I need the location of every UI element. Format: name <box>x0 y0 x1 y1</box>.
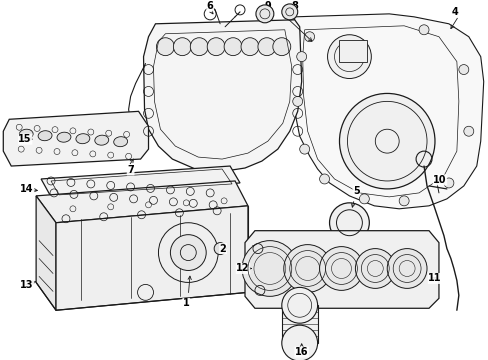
Circle shape <box>386 249 426 288</box>
Circle shape <box>359 194 368 204</box>
Circle shape <box>214 243 225 255</box>
Circle shape <box>304 32 314 42</box>
Circle shape <box>281 4 297 20</box>
Text: 10: 10 <box>432 175 446 185</box>
Bar <box>339 40 366 62</box>
Circle shape <box>299 144 309 154</box>
Bar <box>281 305 317 343</box>
Ellipse shape <box>76 134 90 144</box>
Circle shape <box>190 38 208 56</box>
Circle shape <box>207 38 224 56</box>
Circle shape <box>339 94 434 189</box>
Text: 8: 8 <box>291 1 298 11</box>
Text: 9: 9 <box>264 1 271 11</box>
Text: 13: 13 <box>20 280 34 291</box>
Polygon shape <box>292 14 483 209</box>
Text: 1: 1 <box>183 298 189 308</box>
Polygon shape <box>3 111 148 166</box>
Text: 16: 16 <box>294 347 308 357</box>
Circle shape <box>329 203 368 243</box>
Text: 14: 14 <box>20 184 34 194</box>
Text: 4: 4 <box>450 7 457 17</box>
Polygon shape <box>56 206 247 310</box>
Ellipse shape <box>95 135 108 145</box>
Circle shape <box>355 249 394 288</box>
Circle shape <box>272 38 290 56</box>
Ellipse shape <box>38 131 52 141</box>
Text: 12: 12 <box>236 264 249 274</box>
Circle shape <box>255 5 273 23</box>
Circle shape <box>241 38 258 56</box>
Circle shape <box>283 244 331 292</box>
Polygon shape <box>36 196 56 310</box>
Circle shape <box>257 38 275 56</box>
Circle shape <box>173 38 191 56</box>
Circle shape <box>463 126 473 136</box>
Circle shape <box>296 51 306 62</box>
Circle shape <box>156 38 174 56</box>
Text: 3: 3 <box>286 6 292 16</box>
Circle shape <box>170 235 206 270</box>
Text: 6: 6 <box>206 1 213 11</box>
Circle shape <box>292 96 302 106</box>
Ellipse shape <box>114 137 127 147</box>
Text: 5: 5 <box>352 186 359 196</box>
Circle shape <box>418 25 428 35</box>
Circle shape <box>319 247 363 291</box>
Polygon shape <box>36 181 247 223</box>
Text: 7: 7 <box>127 165 134 175</box>
Circle shape <box>443 178 453 188</box>
Circle shape <box>319 174 329 184</box>
Circle shape <box>224 38 242 56</box>
Text: 2: 2 <box>219 244 226 253</box>
Circle shape <box>458 64 468 75</box>
Circle shape <box>150 215 225 291</box>
Polygon shape <box>41 166 240 197</box>
Ellipse shape <box>57 132 71 142</box>
Circle shape <box>327 35 370 78</box>
Text: 11: 11 <box>427 274 441 283</box>
Circle shape <box>281 287 317 323</box>
Ellipse shape <box>19 129 33 139</box>
Text: 15: 15 <box>19 134 32 144</box>
Circle shape <box>281 325 317 360</box>
Circle shape <box>242 240 297 296</box>
Polygon shape <box>143 20 301 171</box>
Circle shape <box>398 196 408 206</box>
Polygon shape <box>244 231 438 308</box>
